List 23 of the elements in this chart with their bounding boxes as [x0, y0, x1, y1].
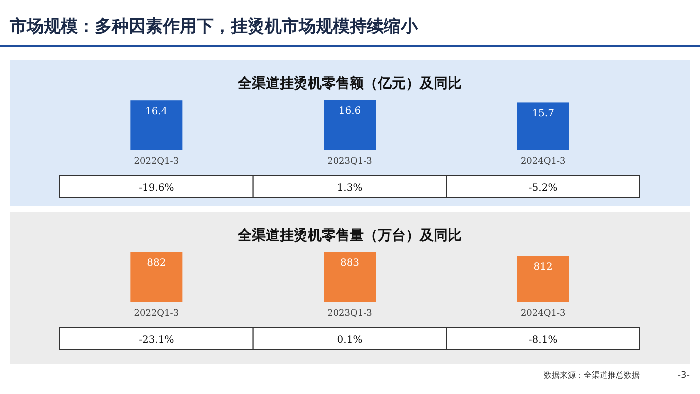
- x-tick-label: 2022Q1-3: [134, 309, 180, 319]
- data-label: 16.4: [146, 106, 168, 118]
- text: -23.1%: [139, 335, 174, 346]
- text: -3-: [678, 371, 690, 381]
- text: -19.6%: [139, 183, 174, 194]
- data-label: 16.6: [338, 106, 362, 117]
- x-tick-label: 2022Q1-3: [134, 157, 180, 167]
- data-label: 15.7: [532, 108, 554, 120]
- data-label: 812: [534, 262, 553, 274]
- text: 0.1%: [337, 335, 363, 346]
- data-label: 883: [340, 258, 360, 269]
- text: -8.1%: [528, 335, 558, 346]
- text: -5.2%: [528, 183, 558, 194]
- x-tick-label: 2023Q1-3: [328, 157, 373, 167]
- chart-title: 全渠道挂烫机零售量（万台）及同比: [237, 227, 462, 244]
- chart-title: 全渠道挂烫机零售额（亿元）及同比: [237, 75, 462, 92]
- source-note: 数据来源：全渠道推总数据: [544, 371, 640, 380]
- x-tick-label: 2024Q1-3: [520, 157, 566, 167]
- data-label: 882: [147, 258, 166, 270]
- text: 1.3%: [337, 183, 363, 194]
- x-tick-label: 2024Q1-3: [520, 309, 566, 319]
- x-tick-label: 2023Q1-3: [328, 309, 373, 319]
- text: 市场规模：多种因素作用下，挂烫机市场规模持续缩小: [9, 17, 419, 37]
